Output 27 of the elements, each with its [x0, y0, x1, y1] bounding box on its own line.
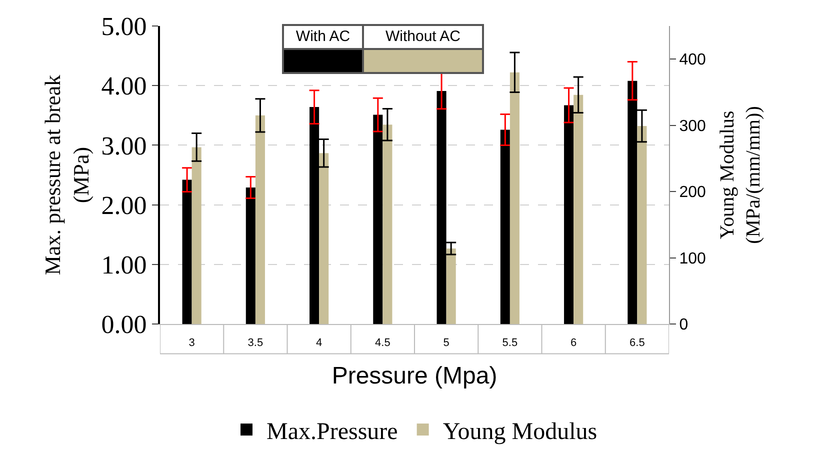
y2-tick-label: 200	[679, 184, 706, 202]
y-tick-label: 2.00	[101, 190, 147, 220]
bar	[446, 248, 456, 324]
y2-tick-label: 400	[679, 52, 706, 69]
y-tick-label: 4.00	[101, 72, 147, 101]
x-tick-label: 3.5	[248, 337, 264, 350]
x-tick-label: 6.5	[630, 337, 645, 350]
y-tick-label: 5.00	[101, 12, 147, 42]
x-tick-label: 5.5	[502, 337, 518, 350]
x-tick-label: 5	[443, 337, 450, 350]
x-tick-label: 6	[570, 337, 577, 350]
x-tick-label: 4.5	[375, 337, 390, 350]
y-axis-title: Max. pressure at break (MPa)	[40, 74, 94, 276]
x-tick-label: 4	[316, 337, 322, 350]
x-tick-label: 3	[188, 337, 195, 350]
y-tick-label: 1.00	[101, 250, 147, 280]
y2-tick-label: 100	[679, 250, 706, 268]
legend-label: Young Modulus	[442, 418, 598, 445]
annotation: With AC	[283, 25, 363, 49]
y-tick-label: 0.00	[101, 310, 147, 340]
legend-label: Max.Pressure	[266, 418, 398, 445]
y-tick-label: 3.00	[101, 131, 147, 160]
y2-axis-title: Young Modulus (MPa/(mm/mm))	[716, 106, 764, 244]
annotation: Without AC	[363, 25, 483, 49]
x-axis-title: Pressure (Mpa)	[332, 362, 498, 390]
y2-tick-label: 300	[679, 118, 706, 135]
y2-tick-label: 0	[679, 316, 688, 334]
